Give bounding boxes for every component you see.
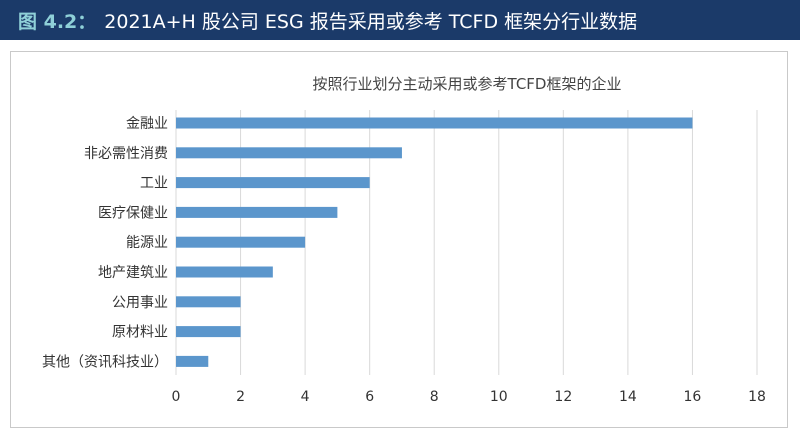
x-tick-label-4: 8: [430, 389, 439, 405]
bar-1: [176, 147, 402, 159]
category-label-4: 能源业: [126, 235, 168, 251]
x-tick-label-0: 0: [172, 389, 181, 405]
x-tick-label-6: 12: [554, 389, 572, 405]
x-tick-label-1: 2: [236, 389, 245, 405]
bar-7: [176, 326, 241, 338]
figure-header: 图 4.2： 2021A+H 股公司 ESG 报告采用或参考 TCFD 框架分行…: [0, 0, 800, 40]
x-tick-label-2: 4: [301, 389, 310, 405]
x-tick-label-3: 6: [365, 389, 374, 405]
x-tick-labels: 0 2 4 6 8 10 12 14 16 18: [172, 389, 766, 405]
category-label-6: 公用事业: [112, 295, 168, 311]
x-tick-label-7: 14: [619, 389, 637, 405]
bar-8: [176, 355, 209, 367]
bar-0: [176, 117, 693, 129]
bar-3: [176, 206, 338, 218]
x-tick-label-9: 18: [748, 389, 766, 405]
bar-5: [176, 266, 273, 278]
x-tick-label-5: 10: [490, 389, 508, 405]
figure-title: 2021A+H 股公司 ESG 报告采用或参考 TCFD 框架分行业数据: [104, 10, 638, 33]
bar-6: [176, 296, 241, 308]
category-label-3: 医疗保健业: [98, 205, 168, 221]
category-label-5: 地产建筑业: [98, 265, 168, 281]
bar-2: [176, 177, 370, 189]
category-labels: 金融业非必需性消费工业医疗保健业能源业地产建筑业公用事业原材料业其他（资讯科技业…: [42, 116, 168, 370]
x-tick-label-8: 16: [684, 389, 702, 405]
bar-4: [176, 236, 306, 248]
category-label-1: 非必需性消费: [84, 146, 168, 162]
category-label-8: 其他（资讯科技业）: [42, 354, 168, 370]
bars: [176, 117, 693, 367]
chart-panel: [10, 51, 788, 428]
category-label-2: 工业: [140, 176, 168, 192]
category-label-7: 原材料业: [112, 325, 168, 341]
category-label-0: 金融业: [126, 116, 168, 132]
figure-label: 图 4.2：: [18, 10, 97, 33]
chart-title: 按照行业划分主动采用或参考TCFD框架的企业: [313, 75, 622, 93]
